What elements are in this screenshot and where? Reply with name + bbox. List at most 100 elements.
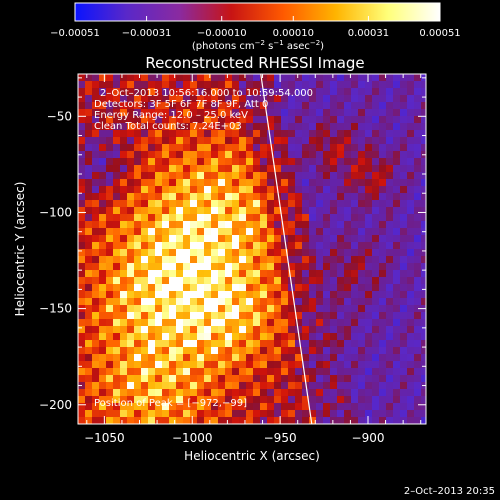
heatmap-cell	[190, 389, 198, 397]
heatmap-cell	[281, 214, 289, 222]
heatmap-cell	[274, 319, 282, 327]
heatmap-cell	[379, 256, 387, 264]
heatmap-cell	[197, 165, 205, 173]
heatmap-cell	[99, 354, 107, 362]
heatmap-cell	[295, 193, 303, 201]
heatmap-cell	[113, 312, 121, 320]
heatmap-cell	[92, 347, 100, 355]
heatmap-cell	[302, 347, 310, 355]
heatmap-cell	[274, 382, 282, 390]
heatmap-cell	[267, 109, 275, 117]
heatmap-cell	[344, 144, 352, 152]
heatmap-cell	[85, 354, 93, 362]
heatmap-cell	[316, 193, 324, 201]
heatmap-cell	[232, 410, 240, 418]
heatmap-cell	[134, 354, 142, 362]
heatmap-cell	[148, 396, 156, 404]
heatmap-cell	[358, 214, 366, 222]
heatmap-cell	[92, 88, 100, 96]
heatmap-cell	[141, 193, 149, 201]
heatmap-cell	[400, 109, 408, 117]
heatmap-cell	[386, 207, 394, 215]
heatmap-cell	[386, 102, 394, 110]
heatmap-cell	[78, 389, 86, 397]
heatmap-cell	[386, 347, 394, 355]
heatmap-cell	[99, 214, 107, 222]
heatmap-cell	[365, 375, 373, 383]
heatmap-cell	[204, 375, 212, 383]
heatmap-cell	[113, 389, 121, 397]
heatmap-cell	[120, 326, 128, 334]
heatmap-cell	[85, 305, 93, 313]
heatmap-cell	[183, 235, 191, 243]
heatmap-cell	[407, 186, 415, 194]
heatmap-cell	[393, 298, 401, 306]
heatmap-cell	[414, 186, 422, 194]
heatmap-cell	[365, 221, 373, 229]
heatmap-cell	[274, 403, 282, 411]
heatmap-cell	[316, 305, 324, 313]
heatmap-cell	[239, 312, 247, 320]
heatmap-cell	[85, 116, 93, 124]
heatmap-cell	[197, 109, 205, 117]
heatmap-cell	[85, 200, 93, 208]
heatmap-cell	[309, 389, 317, 397]
heatmap-cell	[190, 361, 198, 369]
heatmap-cell	[239, 319, 247, 327]
heatmap-cell	[330, 74, 338, 82]
heatmap-cell	[379, 88, 387, 96]
heatmap-cell	[190, 214, 198, 222]
heatmap-cell	[267, 214, 275, 222]
heatmap-cell	[393, 256, 401, 264]
heatmap-cell	[113, 249, 121, 257]
heatmap-cell	[85, 340, 93, 348]
heatmap-cell	[267, 361, 275, 369]
heatmap-cell	[295, 235, 303, 243]
heatmap-cell	[211, 158, 219, 166]
heatmap-cell	[106, 305, 114, 313]
heatmap-cell	[421, 242, 426, 250]
heatmap-cell	[337, 95, 345, 103]
heatmap-cell	[183, 151, 191, 159]
heatmap-cell	[260, 235, 268, 243]
heatmap-cell	[120, 88, 128, 96]
heatmap-cell	[239, 186, 247, 194]
heatmap-cell	[162, 270, 170, 278]
heatmap-cell	[379, 249, 387, 257]
heatmap-cell	[197, 256, 205, 264]
heatmap-cell	[323, 284, 331, 292]
heatmap-cell	[274, 200, 282, 208]
heatmap-cell	[218, 172, 226, 180]
heatmap-cell	[141, 74, 149, 82]
heatmap-cell	[407, 172, 415, 180]
heatmap-cell	[386, 284, 394, 292]
heatmap-cell	[190, 396, 198, 404]
heatmap-cell	[295, 410, 303, 418]
heatmap-cell	[302, 123, 310, 131]
heatmap-cell	[134, 144, 142, 152]
heatmap-cell	[281, 410, 289, 418]
heatmap-cell	[323, 102, 331, 110]
heatmap-cell	[365, 256, 373, 264]
heatmap-cell	[309, 172, 317, 180]
heatmap-cell	[232, 193, 240, 201]
heatmap-cell	[113, 256, 121, 264]
heatmap-cell	[225, 95, 233, 103]
heatmap-cell	[379, 228, 387, 236]
heatmap-cell	[337, 326, 345, 334]
heatmap-cell	[218, 354, 226, 362]
heatmap-cell	[92, 284, 100, 292]
heatmap-cell	[351, 137, 359, 145]
heatmap-cell	[309, 95, 317, 103]
heatmap-cell	[288, 340, 296, 348]
heatmap-cell	[141, 389, 149, 397]
heatmap-cell	[414, 214, 422, 222]
heatmap-cell	[99, 263, 107, 271]
heatmap-cell	[183, 298, 191, 306]
heatmap-cell	[302, 263, 310, 271]
heatmap-cell	[148, 291, 156, 299]
heatmap-cell	[204, 333, 212, 341]
heatmap-cell	[337, 235, 345, 243]
heatmap-cell	[232, 200, 240, 208]
heatmap-cell	[414, 130, 422, 138]
